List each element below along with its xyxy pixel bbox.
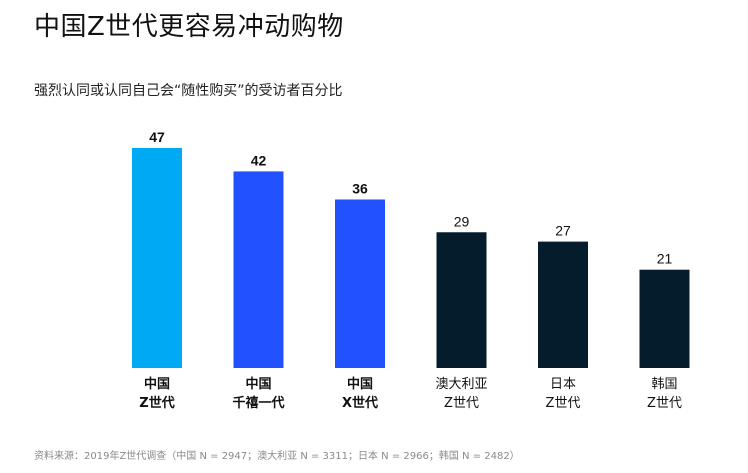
data-label-0: 47: [149, 129, 165, 145]
bar-2: [335, 199, 385, 368]
category-label-1-0: 中国: [245, 376, 271, 392]
category-label-3-0: 澳大利亚: [435, 376, 487, 392]
category-label-1-1: 千禧一代: [232, 395, 284, 411]
category-label-4-0: 日本: [550, 377, 576, 392]
bar-3: [436, 232, 487, 368]
page-title: 中国Z世代更容易冲动购物: [34, 12, 344, 42]
category-label-4-1: Z世代: [546, 396, 581, 411]
category-label-0-1: Z世代: [139, 395, 174, 411]
data-label-1: 42: [251, 152, 267, 168]
data-label-5: 21: [657, 251, 673, 267]
chart-subtitle: 强烈认同或认同自己会“随性购买”的受访者百分比: [34, 83, 343, 99]
category-label-5-0: 韩国: [651, 377, 677, 392]
category-label-0-0: 中国: [144, 376, 170, 392]
bar-0: [132, 148, 182, 368]
source-note: 资料来源：2019年Z世代调查（中国 N = 2947；澳大利亚 N = 331…: [34, 451, 520, 462]
data-label-4: 27: [555, 223, 571, 239]
bar-4: [538, 241, 588, 368]
bar-5: [639, 269, 690, 368]
category-label-2-0: 中国: [347, 376, 373, 392]
data-label-2: 36: [352, 180, 368, 196]
category-label-2-1: X世代: [342, 395, 378, 411]
bar-1: [233, 171, 284, 368]
data-label-3: 29: [454, 213, 470, 229]
category-label-3-1: Z世代: [444, 396, 479, 411]
category-label-5-1: Z世代: [647, 396, 682, 411]
